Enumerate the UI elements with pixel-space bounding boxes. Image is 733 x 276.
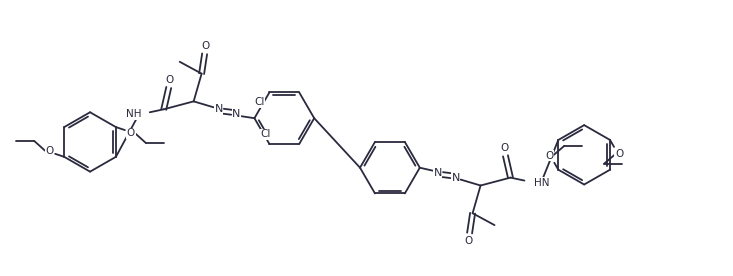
Text: N: N: [214, 104, 223, 114]
Text: Cl: Cl: [260, 129, 270, 139]
Text: O: O: [166, 75, 174, 84]
Text: HN: HN: [534, 177, 550, 188]
Text: O: O: [465, 236, 473, 246]
Text: N: N: [433, 168, 442, 178]
Text: Cl: Cl: [254, 97, 265, 107]
Text: NH: NH: [126, 109, 142, 119]
Text: O: O: [501, 143, 509, 153]
Text: O: O: [45, 146, 54, 156]
Text: O: O: [127, 128, 135, 138]
Text: N: N: [232, 109, 240, 119]
Text: O: O: [615, 149, 623, 159]
Text: O: O: [545, 151, 553, 161]
Text: O: O: [202, 41, 210, 51]
Text: N: N: [452, 172, 460, 183]
